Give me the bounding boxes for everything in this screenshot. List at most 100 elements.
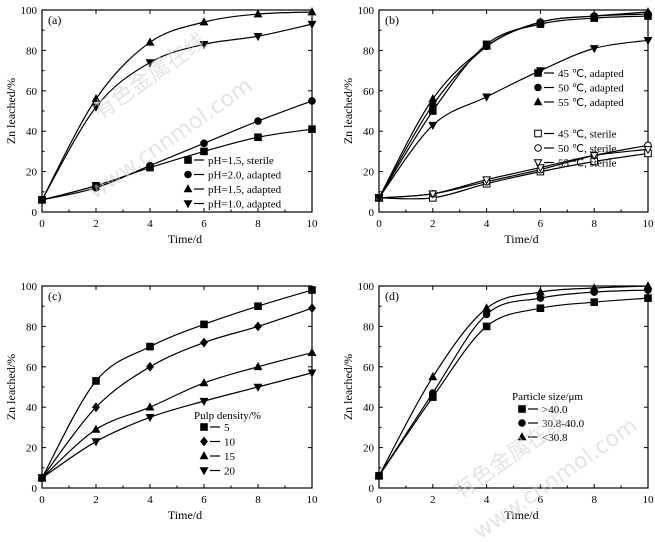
y-tick-label: 0 xyxy=(369,207,375,219)
legend: 45 ℃, adapted 50 ℃, adapted 55 ℃, adapted 4… xyxy=(533,68,624,170)
y-tick-label: 60 xyxy=(26,362,38,374)
data-point-marker xyxy=(254,321,262,332)
y-tick-label: 40 xyxy=(363,402,375,414)
x-tick-label: 2 xyxy=(93,494,99,506)
x-tick-label: 0 xyxy=(39,494,45,506)
data-point-marker xyxy=(253,383,263,392)
series-line xyxy=(41,128,313,201)
series-line xyxy=(41,352,313,479)
x-tick-label: 10 xyxy=(307,218,319,230)
series-line xyxy=(41,100,313,201)
data-point-marker xyxy=(307,7,317,16)
x-tick-label: 2 xyxy=(93,218,99,230)
data-point-marker xyxy=(200,320,208,329)
legend-label: 50 ℃, sterile xyxy=(558,143,617,155)
data-point-marker xyxy=(643,281,653,290)
data-point-marker xyxy=(536,294,545,302)
data-point-marker xyxy=(254,117,262,125)
legend-marker xyxy=(533,159,543,168)
series-7 xyxy=(374,37,653,203)
series-3 xyxy=(374,7,653,202)
y-tick-label: 80 xyxy=(26,321,38,333)
x-tick-label: 4 xyxy=(484,218,490,230)
series-4 xyxy=(37,369,317,483)
panel-label: (d) xyxy=(385,289,399,303)
series-line xyxy=(378,39,649,199)
panel-label: (b) xyxy=(385,13,399,27)
data-point-marker xyxy=(308,125,316,133)
legend-marker xyxy=(533,97,543,106)
y-tick-label: 20 xyxy=(26,443,38,455)
legend-marker xyxy=(534,129,542,138)
data-point-marker xyxy=(308,286,316,294)
data-point-marker xyxy=(145,414,155,423)
y-tick-label: 100 xyxy=(358,5,375,17)
data-point-marker xyxy=(254,302,262,310)
data-point-marker xyxy=(643,146,653,155)
data-point-marker xyxy=(374,194,384,203)
y-tick-label: 60 xyxy=(363,362,375,374)
data-point-marker xyxy=(199,41,209,50)
x-tick-label: 6 xyxy=(201,218,207,230)
series-2 xyxy=(38,303,316,483)
plot-frame xyxy=(41,285,313,489)
legend-label: pH=1.0, adapted xyxy=(208,199,282,211)
legend-label: pH=1.5, sterile xyxy=(208,155,274,167)
y-axis-title: Zn leached/% xyxy=(4,78,18,144)
data-point-marker xyxy=(307,20,317,29)
data-point-marker xyxy=(589,152,599,161)
legend-marker xyxy=(184,170,192,179)
data-point-marker xyxy=(308,97,316,105)
data-point-marker xyxy=(146,361,154,372)
legend-label: 30.8-40.0 xyxy=(542,418,585,430)
series-line xyxy=(41,307,313,479)
data-point-marker xyxy=(92,377,100,385)
x-tick-label: 10 xyxy=(643,494,655,506)
data-point-marker xyxy=(374,471,384,480)
data-point-marker xyxy=(643,7,653,16)
x-tick-label: 8 xyxy=(255,218,261,230)
data-point-marker xyxy=(307,369,317,378)
legend-marker xyxy=(183,184,193,193)
legend-label: >40.0 xyxy=(542,404,568,416)
data-point-marker xyxy=(254,133,262,142)
x-tick-label: 10 xyxy=(307,494,319,506)
series-line xyxy=(378,152,649,200)
y-tick-label: 0 xyxy=(369,483,375,495)
data-point-marker xyxy=(200,337,208,348)
data-point-marker xyxy=(644,294,652,302)
y-tick-label: 20 xyxy=(26,167,38,179)
data-point-marker xyxy=(308,303,316,314)
data-point-marker xyxy=(91,103,101,112)
legend-title: Pulp density/% xyxy=(194,410,261,422)
x-tick-label: 6 xyxy=(201,494,207,506)
data-point-marker xyxy=(146,161,154,170)
legend-marker xyxy=(534,83,542,92)
legend-marker xyxy=(184,156,192,164)
legend-label: 45 ℃, adapted xyxy=(558,68,624,80)
legend: Pulp density/%5 10 15 20 xyxy=(194,410,261,478)
y-tick-label: 0 xyxy=(32,483,38,495)
data-point-marker xyxy=(482,310,491,319)
data-point-marker xyxy=(145,59,155,68)
legend: pH=1.5, sterile pH=2.0, adapted pH=1.5, ad… xyxy=(183,155,282,211)
panel-label: (a) xyxy=(48,13,61,27)
x-tick-label: 4 xyxy=(147,494,153,506)
x-axis-title: Time/d xyxy=(168,508,202,522)
x-tick-label: 2 xyxy=(430,494,436,506)
legend-marker xyxy=(534,144,542,152)
x-tick-label: 0 xyxy=(376,494,382,506)
legend-label: 10 xyxy=(224,437,236,449)
legend-label: 50 ℃, adapted xyxy=(558,83,624,95)
data-point-marker xyxy=(589,11,599,20)
y-axis-title: Zn leached/% xyxy=(4,354,18,420)
data-point-marker xyxy=(535,164,545,173)
legend-label: <30.8 xyxy=(542,432,568,444)
data-point-marker xyxy=(253,9,263,18)
legend-marker xyxy=(200,436,208,447)
y-tick-label: 20 xyxy=(363,443,375,455)
data-point-marker xyxy=(91,438,101,447)
legend-marker xyxy=(534,69,542,77)
